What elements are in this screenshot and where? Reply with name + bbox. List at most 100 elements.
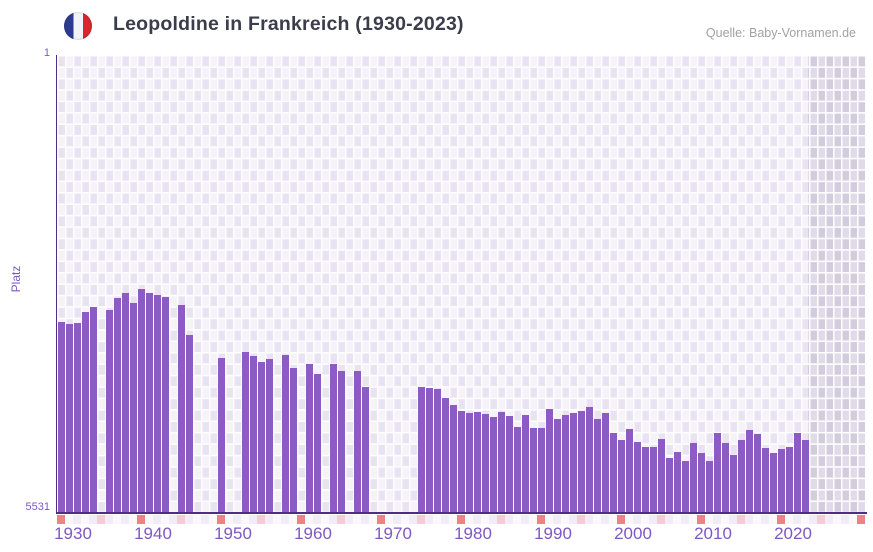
- bar-1987[interactable]: [529, 427, 537, 512]
- bar-2008[interactable]: [697, 452, 705, 512]
- bar-1996[interactable]: [601, 412, 609, 512]
- bar-1948[interactable]: [217, 357, 225, 512]
- bar-2013[interactable]: [737, 440, 745, 512]
- bar-1963[interactable]: [337, 371, 345, 512]
- bar-1979[interactable]: [465, 412, 473, 512]
- bar-2012[interactable]: [729, 454, 737, 512]
- bar-1989[interactable]: [545, 409, 553, 512]
- bar-1980[interactable]: [473, 411, 481, 512]
- bar-2021[interactable]: [801, 440, 809, 512]
- bar-1940[interactable]: [153, 295, 161, 512]
- bar-1986[interactable]: [521, 414, 529, 512]
- bar-2000[interactable]: [633, 441, 641, 512]
- bar-2017[interactable]: [769, 452, 777, 512]
- bar-1994[interactable]: [585, 406, 593, 512]
- bar-1999[interactable]: [625, 429, 633, 512]
- bar-1998[interactable]: [617, 440, 625, 512]
- bar-1936[interactable]: [121, 292, 129, 512]
- bar-2002[interactable]: [649, 446, 657, 512]
- bar-2018[interactable]: [777, 449, 785, 512]
- bar-1932[interactable]: [89, 307, 97, 512]
- bar-2011[interactable]: [721, 442, 729, 512]
- strip-cell: [553, 515, 561, 524]
- bar-2010[interactable]: [713, 433, 721, 512]
- bar-1938[interactable]: [137, 289, 145, 512]
- strip-cell: [105, 515, 113, 524]
- bar-2004[interactable]: [665, 458, 673, 512]
- bar-1953[interactable]: [257, 362, 265, 512]
- strip-cell: [113, 515, 121, 524]
- bar-2016[interactable]: [761, 448, 769, 512]
- bar-1991[interactable]: [561, 414, 569, 512]
- bar-1965[interactable]: [353, 371, 361, 512]
- bar-1993[interactable]: [577, 411, 585, 512]
- bar-1959[interactable]: [305, 364, 313, 512]
- bar-1929[interactable]: [65, 324, 73, 512]
- bar-2006[interactable]: [681, 461, 689, 512]
- bar-1984[interactable]: [505, 415, 513, 512]
- bar-1956[interactable]: [281, 354, 289, 512]
- strip-cell: [841, 515, 849, 524]
- strip-cell: [337, 515, 345, 524]
- bar-1976[interactable]: [441, 398, 449, 512]
- bar-1981[interactable]: [481, 413, 489, 512]
- bar-2003[interactable]: [657, 439, 665, 512]
- bar-1990[interactable]: [553, 419, 561, 512]
- bar-2019[interactable]: [785, 446, 793, 512]
- bar-1995[interactable]: [593, 419, 601, 512]
- strip-cell: [377, 515, 385, 524]
- bar-1960[interactable]: [313, 373, 321, 512]
- bar-2009[interactable]: [705, 461, 713, 512]
- strip-cell: [353, 515, 361, 524]
- strip-cell: [161, 515, 169, 524]
- bar-1930[interactable]: [73, 323, 81, 512]
- bar-1944[interactable]: [185, 335, 193, 512]
- bar-1951[interactable]: [241, 352, 249, 512]
- bar-2001[interactable]: [641, 446, 649, 512]
- bar-1943[interactable]: [177, 304, 185, 512]
- bar-1928[interactable]: [57, 321, 65, 512]
- x-tick-1990: 1990: [534, 524, 572, 543]
- bar-1985[interactable]: [513, 426, 521, 512]
- bar-2005[interactable]: [673, 451, 681, 512]
- bar-1937[interactable]: [129, 302, 137, 512]
- bar-2014[interactable]: [745, 430, 753, 512]
- strip-cell: [585, 515, 593, 524]
- bar-1935[interactable]: [113, 298, 121, 512]
- x-tick-1940: 1940: [134, 524, 172, 543]
- bar-1952[interactable]: [249, 356, 257, 512]
- strip-cell: [609, 515, 617, 524]
- strip-cell: [385, 515, 393, 524]
- bar-2015[interactable]: [753, 434, 761, 512]
- bar-2020[interactable]: [793, 432, 801, 512]
- strip-cell: [761, 515, 769, 524]
- bar-1934[interactable]: [105, 309, 113, 512]
- bar-1978[interactable]: [457, 411, 465, 512]
- bar-1982[interactable]: [489, 417, 497, 512]
- bar-1962[interactable]: [329, 363, 337, 512]
- strip-cell: [393, 515, 401, 524]
- bar-1992[interactable]: [569, 412, 577, 512]
- y-axis-bottom-tick-label: 5531: [25, 501, 50, 513]
- strip-cell: [73, 515, 81, 524]
- bar-1974[interactable]: [425, 387, 433, 512]
- x-tick-1970: 1970: [374, 524, 412, 543]
- bar-1957[interactable]: [289, 367, 297, 512]
- bar-1997[interactable]: [609, 433, 617, 512]
- bar-1975[interactable]: [433, 389, 441, 512]
- x-tick-2010: 2010: [694, 524, 732, 543]
- bar-1941[interactable]: [161, 296, 169, 512]
- strip-cell: [401, 515, 409, 524]
- bar-1931[interactable]: [81, 311, 89, 512]
- strip-cell: [457, 515, 465, 524]
- bar-2007[interactable]: [689, 443, 697, 512]
- bar-1939[interactable]: [145, 293, 153, 512]
- bar-1977[interactable]: [449, 404, 457, 512]
- bar-1988[interactable]: [537, 427, 545, 512]
- strip-cell: [825, 515, 833, 524]
- bar-1973[interactable]: [417, 386, 425, 512]
- bar-1966[interactable]: [361, 387, 369, 512]
- strip-cell: [817, 515, 825, 524]
- bar-1954[interactable]: [265, 359, 273, 512]
- bar-1983[interactable]: [497, 412, 505, 512]
